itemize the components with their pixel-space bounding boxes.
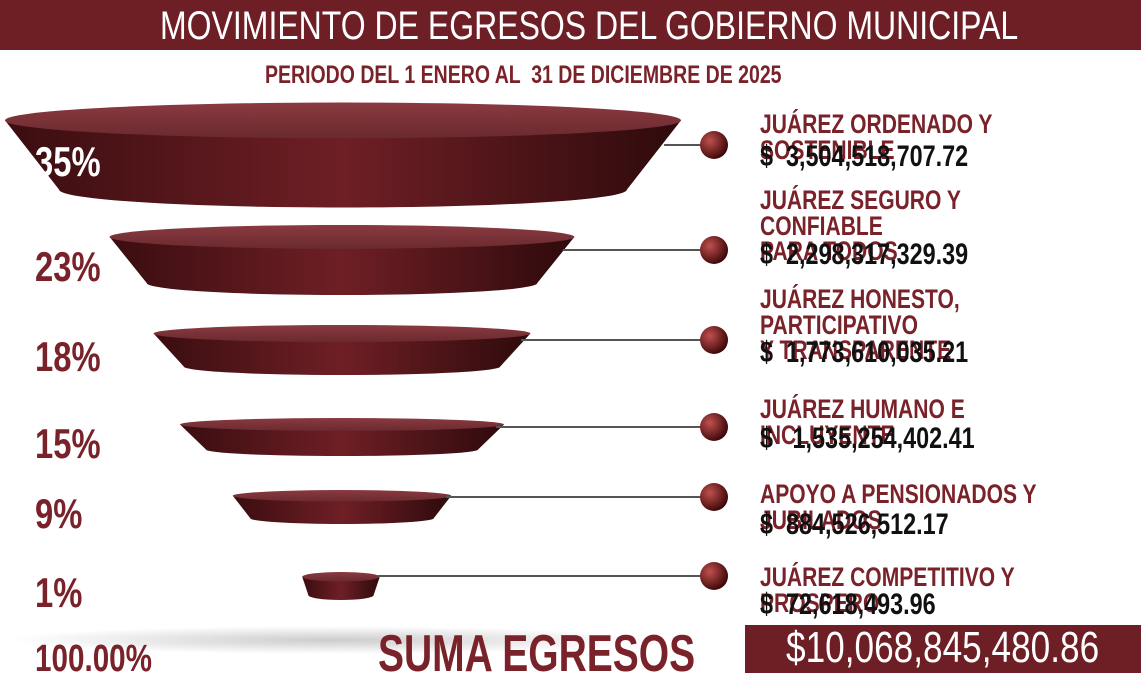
bullet	[700, 326, 728, 354]
category-label: JUÁREZ SEGURO Y CONFIABLE PARA TODOS	[760, 185, 961, 267]
bullet	[700, 131, 728, 159]
disk-body	[232, 495, 452, 524]
percent-label: 15%	[35, 420, 101, 467]
amount-label: $ 3,504,518,707.72	[760, 140, 969, 173]
funnel-disk	[153, 325, 531, 376]
percent-label: 9%	[35, 490, 83, 537]
bullet	[700, 413, 728, 441]
funnel-disk	[232, 490, 452, 524]
disk-body	[153, 333, 531, 376]
shadow	[10, 626, 650, 654]
disk-top	[302, 572, 380, 582]
disk-body	[302, 576, 380, 600]
disk-top	[180, 418, 504, 431]
amount-label: $ 1,773,610,035.21	[760, 336, 969, 369]
disk-top	[153, 325, 531, 342]
total-box	[745, 625, 1141, 673]
percent-label: 23%	[35, 243, 101, 290]
category-label: JUÁREZ HUMANO E INCLUYENTE	[760, 394, 965, 450]
amount-label: $ 2,298,317,329.39	[760, 238, 969, 271]
title: MOVIMIENTO DE EGRESOS DEL GOBIERNO MUNIC…	[160, 4, 1019, 48]
category-label: APOYO A PENSIONADOS Y JUBILADOS	[760, 479, 1037, 535]
percent-label: 18%	[35, 333, 101, 380]
disk-top	[5, 102, 681, 139]
category-label: JUÁREZ ORDENADO Y SOSTENIBLE	[760, 109, 993, 165]
disk-body	[5, 120, 681, 208]
bullet	[700, 236, 728, 264]
category-label: JUÁREZ COMPETITIVO Y PROSPERO	[760, 562, 1015, 618]
bullet	[700, 562, 728, 590]
disk-top	[232, 490, 452, 502]
total-label: SUMA EGRESOS	[378, 625, 696, 675]
total-percent: 100.00%	[35, 638, 153, 675]
category-label: JUÁREZ HONESTO, PARTICIPATIVO Y TRANSPAR…	[760, 284, 960, 366]
title-bar	[0, 0, 1141, 50]
bullet	[700, 483, 728, 511]
amount-label: $ 72,618,493.96	[760, 588, 936, 621]
disk-body	[109, 236, 575, 295]
subtitle: PERIODO DEL 1 ENERO AL 31 DE DICIEMBRE D…	[265, 61, 782, 89]
amount-label: $ 884,526,512.17	[760, 508, 949, 541]
percent-label: 1%	[35, 569, 83, 616]
funnel-disk	[302, 572, 380, 600]
percent-label: 35%	[35, 138, 101, 185]
disk-body	[180, 424, 504, 456]
total-amount: $10,068,845,480.86	[786, 623, 1100, 672]
funnel-disk	[5, 102, 681, 208]
amount-label: $ 1,535,254,402.41	[760, 422, 975, 455]
funnel-disk	[180, 418, 504, 456]
disk-top	[109, 225, 575, 249]
funnel-disk	[109, 225, 575, 295]
